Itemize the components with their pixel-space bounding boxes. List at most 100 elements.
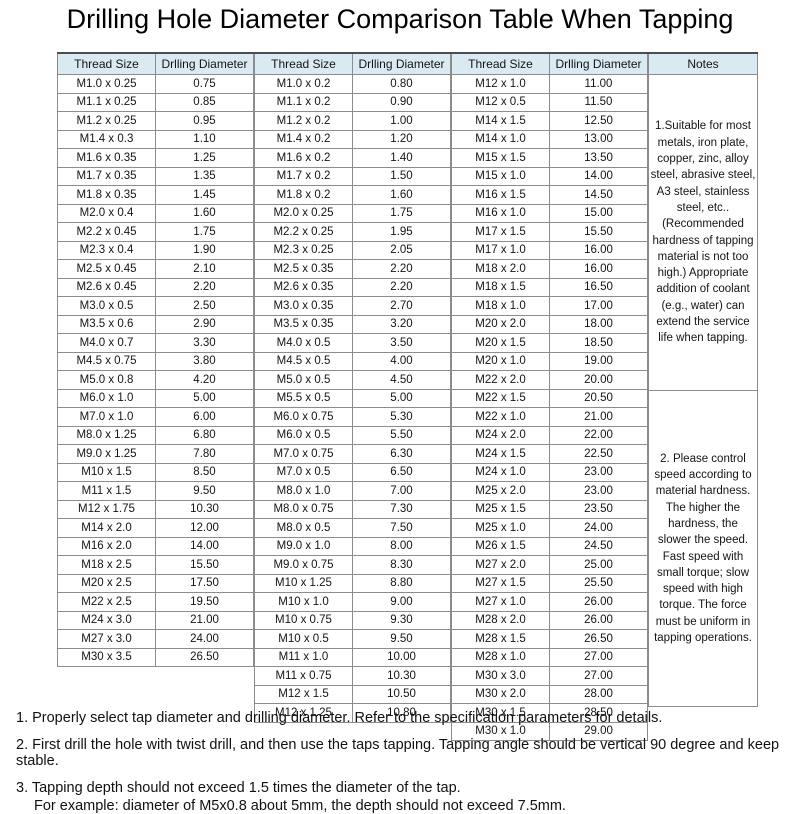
thread-size-cell: M1.2 x 0.25: [57, 111, 156, 131]
thread-size-cell: M20 x 1.0: [451, 351, 550, 371]
thread-size-cell: M8.0 x 0.75: [254, 499, 353, 519]
table-row: M12 x 1.0 11.00: [451, 74, 648, 94]
drilling-diameter-cell: 23.00: [549, 481, 648, 501]
table-row: M3.5 x 0.6 2.90: [57, 314, 254, 334]
thread-size-cell: M5.0 x 0.5: [254, 370, 353, 390]
table-row: M7.0 x 0.75 6.30: [254, 444, 451, 464]
thread-size-cell: M14 x 1.0: [451, 129, 550, 149]
column-header-drilling-diameter: Drlling Diameter: [549, 52, 648, 75]
thread-size-cell: M27 x 1.5: [451, 573, 550, 593]
table-row: M2.6 x 0.45 2.20: [57, 277, 254, 297]
drilling-diameter-cell: 13.00: [549, 129, 648, 149]
thread-size-cell: M11 x 1.0: [254, 647, 353, 667]
table-row: M2.2 x 0.25 1.95: [254, 222, 451, 242]
thread-size-cell: M17 x 1.0: [451, 240, 550, 260]
table-row: M7.0 x 0.5 6.50: [254, 462, 451, 482]
drilling-diameter-cell: 1.95: [352, 222, 451, 242]
drilling-diameter-cell: 1.75: [352, 203, 451, 223]
thread-size-cell: M4.5 x 0.75: [57, 351, 156, 371]
thread-size-cell: M4.0 x 0.5: [254, 333, 353, 353]
drilling-diameter-cell: 25.00: [549, 555, 648, 575]
drilling-diameter-cell: 12.00: [155, 518, 254, 538]
thread-size-cell: M24 x 1.0: [451, 462, 550, 482]
note-cell-material: 1.Suitable for most metals, iron plate, …: [648, 74, 758, 391]
drilling-diameter-cell: 11.00: [549, 74, 648, 94]
drilling-diameter-cell: 19.00: [549, 351, 648, 371]
thread-size-cell: M18 x 1.0: [451, 296, 550, 316]
thread-size-cell: M9.0 x 0.75: [254, 555, 353, 575]
drilling-diameter-cell: 1.60: [155, 203, 254, 223]
thread-size-cell: M25 x 1.0: [451, 518, 550, 538]
table-row: M6.0 x 1.0 5.00: [57, 388, 254, 408]
notes-table: Notes 1.Suitable for most metals, iron p…: [648, 52, 758, 707]
thread-size-cell: M4.0 x 0.7: [57, 333, 156, 353]
thread-size-cell: M20 x 2.0: [451, 314, 550, 334]
table-row: M28 x 1.0 27.00: [451, 647, 648, 667]
table-row: M18 x 1.5 16.50: [451, 277, 648, 297]
drilling-diameter-cell: 1.50: [352, 166, 451, 186]
drilling-diameter-cell: 8.50: [155, 462, 254, 482]
table-row: M2.5 x 0.45 2.10: [57, 259, 254, 279]
thread-size-cell: M6.0 x 0.75: [254, 407, 353, 427]
drilling-diameter-cell: 27.00: [549, 647, 648, 667]
table-row: M25 x 1.0 24.00: [451, 518, 648, 538]
drilling-diameter-cell: 20.00: [549, 370, 648, 390]
thread-size-cell: M10 x 1.25: [254, 573, 353, 593]
drilling-diameter-cell: 24.50: [549, 536, 648, 556]
drilling-diameter-cell: 15.50: [549, 222, 648, 242]
drilling-diameter-cell: 7.80: [155, 444, 254, 464]
thread-size-cell: M14 x 1.5: [451, 111, 550, 131]
table-row: M30 x 3.5 26.50: [57, 647, 254, 667]
table-row: M20 x 1.5 18.50: [451, 333, 648, 353]
drilling-diameter-cell: 3.50: [352, 333, 451, 353]
table-row: M16 x 2.0 14.00: [57, 536, 254, 556]
drilling-diameter-cell: 2.20: [352, 259, 451, 279]
thread-size-cell: M30 x 3.5: [57, 647, 156, 667]
drilling-diameter-cell: 12.50: [549, 111, 648, 131]
drilling-diameter-cell: 16.00: [549, 259, 648, 279]
table-row: M1.7 x 0.35 1.35: [57, 166, 254, 186]
thread-size-cell: M1.8 x 0.2: [254, 185, 353, 205]
thread-size-cell: M10 x 0.5: [254, 629, 353, 649]
thread-size-cell: M16 x 1.5: [451, 185, 550, 205]
thread-size-cell: M27 x 2.0: [451, 555, 550, 575]
drilling-diameter-cell: 1.25: [155, 148, 254, 168]
table-row: M10 x 1.25 8.80: [254, 573, 451, 593]
thread-size-cell: M9.0 x 1.25: [57, 444, 156, 464]
table-row: M1.6 x 0.35 1.25: [57, 148, 254, 168]
table-row: M14 x 1.5 12.50: [451, 111, 648, 131]
thread-size-cell: M3.5 x 0.35: [254, 314, 353, 334]
table-row: M30 x 2.0 28.00: [451, 684, 648, 704]
thread-size-cell: M1.0 x 0.2: [254, 74, 353, 94]
thread-size-cell: M4.5 x 0.5: [254, 351, 353, 371]
thread-size-cell: M1.1 x 0.2: [254, 92, 353, 112]
thread-size-cell: M22 x 1.0: [451, 407, 550, 427]
table-row: M7.0 x 1.0 6.00: [57, 407, 254, 427]
drilling-diameter-cell: 1.40: [352, 148, 451, 168]
drilling-diameter-cell: 2.70: [352, 296, 451, 316]
drilling-diameter-cell: 24.00: [549, 518, 648, 538]
table-row: M2.0 x 0.25 1.75: [254, 203, 451, 223]
drilling-diameter-cell: 1.75: [155, 222, 254, 242]
table-row: M11 x 1.5 9.50: [57, 481, 254, 501]
drilling-diameter-cell: 15.00: [549, 203, 648, 223]
thread-size-cell: M10 x 0.75: [254, 610, 353, 630]
thread-size-cell: M12 x 1.75: [57, 499, 156, 519]
table-row: M27 x 1.5 25.50: [451, 573, 648, 593]
table-row: M18 x 2.0 16.00: [451, 259, 648, 279]
drilling-diameter-cell: 25.50: [549, 573, 648, 593]
table-row: M11 x 0.75 10.30: [254, 666, 451, 686]
drilling-diameter-cell: 26.50: [155, 647, 254, 667]
thread-size-cell: M14 x 2.0: [57, 518, 156, 538]
table-row: M22 x 2.5 19.50: [57, 592, 254, 612]
drilling-diameter-cell: 5.30: [352, 407, 451, 427]
table-row: M14 x 1.0 13.00: [451, 129, 648, 149]
thread-size-cell: M1.8 x 0.35: [57, 185, 156, 205]
drilling-diameter-cell: 22.50: [549, 444, 648, 464]
table-row: M16 x 1.0 15.00: [451, 203, 648, 223]
thread-size-cell: M24 x 1.5: [451, 444, 550, 464]
drilling-diameter-cell: 2.50: [155, 296, 254, 316]
drilling-diameter-cell: 1.35: [155, 166, 254, 186]
thread-size-cell: M24 x 3.0: [57, 610, 156, 630]
thread-table-2: Thread Size Drlling Diameter M1.0 x 0.2 0…: [254, 52, 451, 723]
